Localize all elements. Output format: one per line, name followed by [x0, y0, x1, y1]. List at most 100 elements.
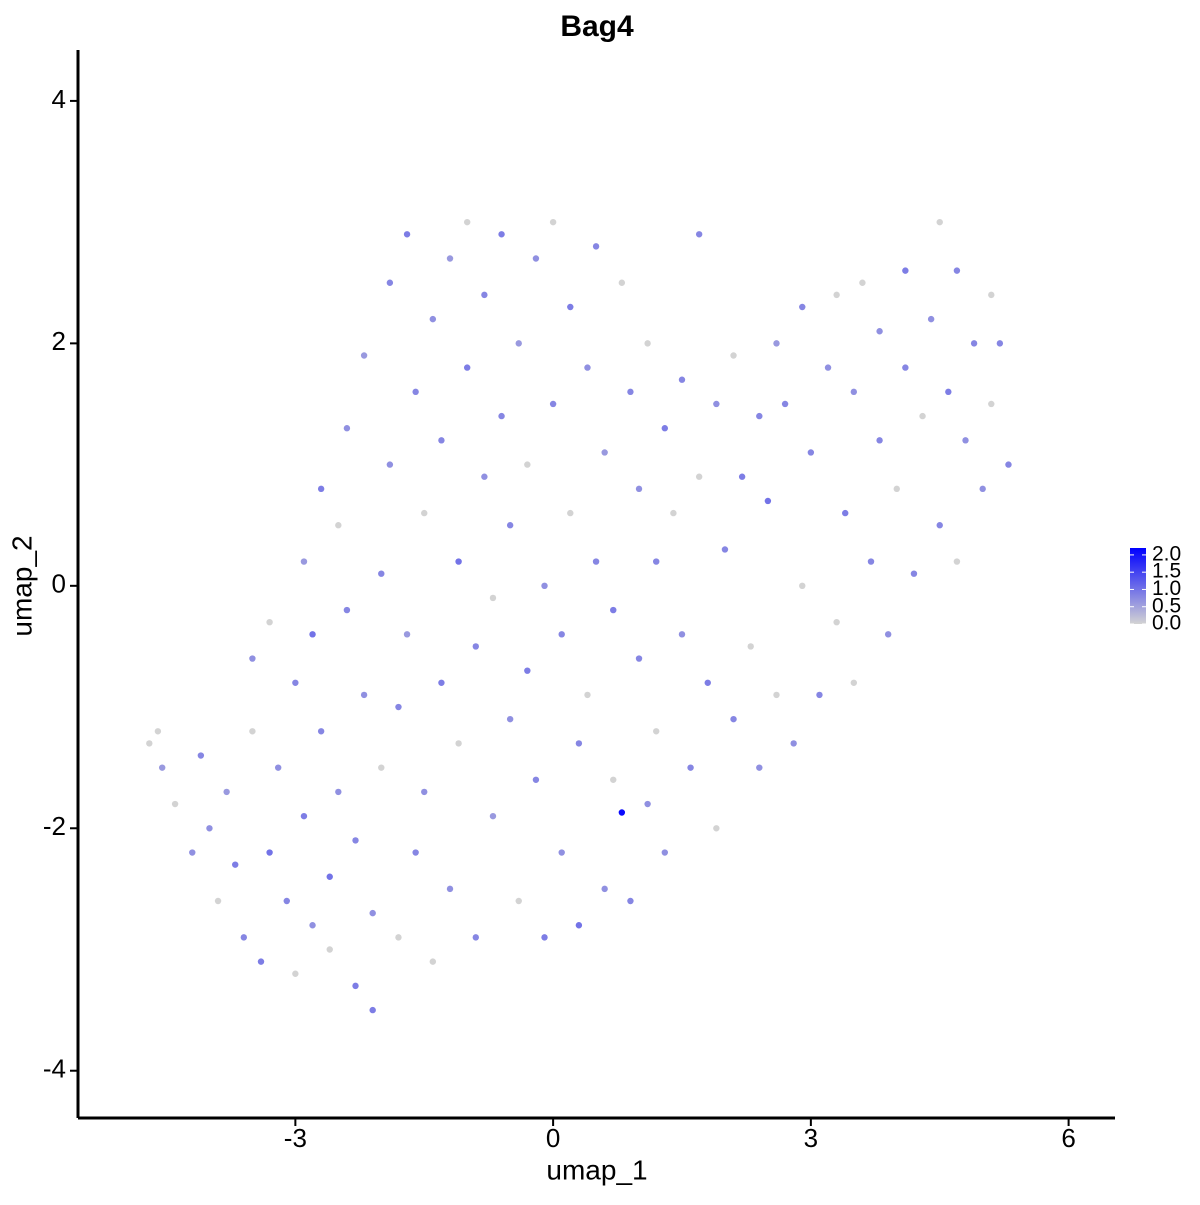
point: [653, 728, 660, 735]
point: [695, 473, 703, 480]
point: [171, 800, 179, 808]
point: [764, 497, 772, 505]
point: [584, 691, 591, 699]
point: [292, 679, 299, 686]
point: [936, 522, 943, 529]
colorbar-tick-label: 1.0: [1152, 577, 1181, 600]
point: [524, 667, 531, 674]
y-tick-label: -4: [43, 1054, 66, 1084]
point: [618, 279, 626, 286]
point: [876, 328, 883, 335]
point: [283, 897, 290, 905]
point: [309, 631, 316, 638]
point: [438, 437, 445, 444]
y-tick-label: 0: [52, 569, 66, 599]
point: [369, 909, 376, 917]
point: [549, 218, 557, 226]
point: [489, 812, 497, 820]
point: [335, 522, 342, 529]
point: [266, 618, 273, 626]
point: [738, 473, 746, 480]
point: [257, 958, 265, 965]
point: [927, 315, 935, 323]
point: [438, 679, 445, 686]
point: [601, 885, 608, 893]
point: [455, 740, 462, 747]
point: [463, 218, 471, 226]
point: [807, 449, 815, 456]
point: [816, 691, 823, 699]
point: [197, 752, 205, 759]
y-tick-label: 2: [52, 326, 66, 356]
point: [154, 728, 162, 735]
point: [635, 655, 643, 662]
point: [953, 558, 961, 565]
point: [747, 643, 754, 650]
point: [799, 582, 806, 590]
point: [653, 558, 660, 565]
point: [429, 958, 437, 965]
point: [627, 388, 634, 396]
point: [541, 582, 548, 590]
point: [678, 631, 686, 638]
point: [343, 606, 351, 614]
point: [541, 934, 548, 941]
point: [799, 303, 806, 311]
point: [713, 400, 720, 408]
point: [352, 837, 359, 844]
point: [988, 291, 995, 299]
x-tick-label: -3: [284, 1123, 307, 1153]
point: [317, 728, 325, 735]
point: [292, 970, 299, 977]
point: [369, 1006, 376, 1014]
point: [412, 849, 419, 856]
point: [158, 764, 166, 771]
point: [850, 679, 858, 686]
point: [274, 764, 282, 771]
point: [575, 922, 583, 929]
point: [378, 570, 385, 577]
point: [549, 400, 557, 408]
point: [670, 509, 677, 517]
point: [644, 800, 651, 808]
point: [223, 788, 230, 796]
point: [309, 922, 316, 929]
point: [859, 279, 866, 286]
point: [721, 546, 729, 553]
point: [730, 715, 737, 723]
point: [842, 509, 849, 517]
colorbar: [1130, 548, 1146, 624]
point: [429, 315, 437, 323]
point: [498, 412, 505, 420]
point: [412, 388, 419, 396]
x-tick-label: 6: [1061, 1123, 1075, 1153]
point: [610, 606, 617, 614]
point: [146, 740, 153, 747]
point: [756, 412, 763, 420]
x-tick-label: 0: [546, 1123, 560, 1153]
point: [661, 425, 669, 432]
point: [618, 809, 626, 816]
point: [206, 825, 213, 832]
point: [902, 364, 909, 371]
point: [910, 570, 918, 577]
point: [1005, 461, 1012, 468]
point: [850, 388, 858, 396]
point: [421, 509, 428, 517]
point: [326, 873, 333, 880]
point: [919, 412, 926, 420]
point: [635, 485, 643, 493]
point: [704, 679, 711, 686]
point: [781, 400, 789, 408]
colorbar-tick-label: 1.5: [1152, 560, 1181, 583]
point: [214, 897, 222, 905]
colorbar-tick-label: 0.5: [1152, 594, 1181, 617]
chart-title: Bag4: [560, 10, 634, 43]
point: [953, 267, 961, 274]
point: [876, 437, 883, 444]
point: [962, 437, 969, 444]
point: [695, 231, 703, 238]
point: [232, 861, 239, 868]
